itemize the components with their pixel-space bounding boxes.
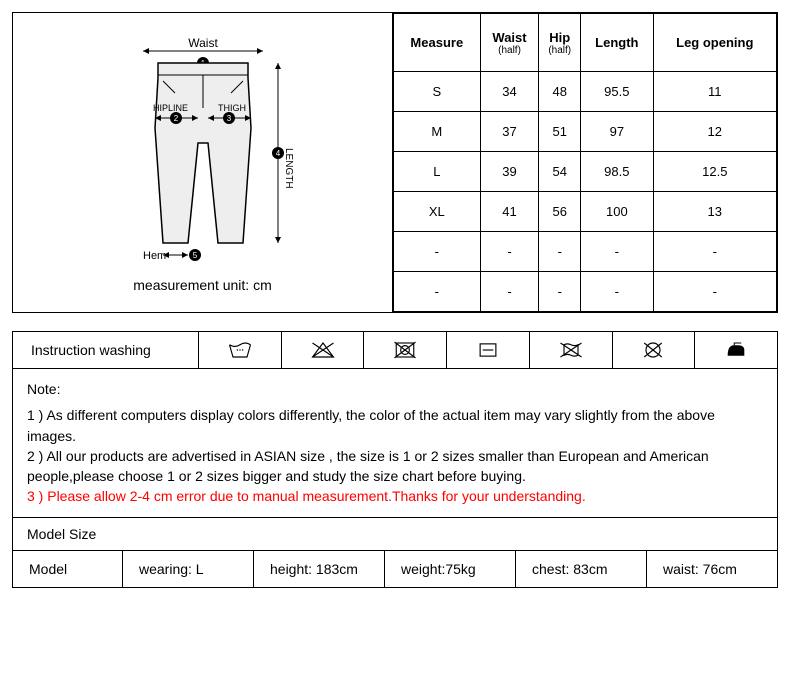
no-wring-icon: [529, 332, 612, 368]
model-row: Model wearing: L height: 183cm weight:75…: [13, 551, 777, 587]
size-table: Measure Waist(half) Hip(half) Length Leg…: [393, 13, 777, 312]
wash-icon: [198, 332, 281, 368]
model-cell-height: height: 183cm: [254, 551, 385, 587]
note-title: Note:: [27, 379, 763, 399]
note-line-1: 1 ) As different computers display color…: [27, 405, 763, 446]
no-dryclean-icon: [612, 332, 695, 368]
model-cell-chest: chest: 83cm: [516, 551, 647, 587]
washing-row: Instruction washing: [13, 332, 777, 369]
washing-icons: [198, 332, 777, 368]
model-cell-weight: weight:75kg: [385, 551, 516, 587]
table-row: L 39 54 98.5 12.5: [394, 152, 777, 192]
hem-label: Hem: [143, 250, 166, 262]
no-tumble-icon: [363, 332, 446, 368]
size-table-header-row: Measure Waist(half) Hip(half) Length Leg…: [394, 14, 777, 72]
svg-text:5: 5: [192, 251, 197, 260]
col-hip: Hip(half): [539, 14, 581, 72]
size-table-body: S 34 48 95.5 11 M 37 51 97 12 L 39 54 98…: [394, 72, 777, 312]
svg-text:3: 3: [226, 114, 231, 123]
pants-diagram: Waist 1 2 HIPLINE 3 THIGH: [83, 33, 323, 273]
table-row: XL 41 56 100 13: [394, 192, 777, 232]
model-cell-wearing: wearing: L: [123, 551, 254, 587]
col-waist: Waist(half): [480, 14, 539, 72]
note-line-3: 3 ) Please allow 2-4 cm error due to man…: [27, 486, 763, 506]
table-row: S 34 48 95.5 11: [394, 72, 777, 112]
svg-text:4: 4: [275, 149, 280, 158]
washing-label: Instruction washing: [13, 332, 198, 368]
pants-diagram-cell: Waist 1 2 HIPLINE 3 THIGH: [13, 13, 393, 312]
note-line-2: 2 ) All our products are advertised in A…: [27, 446, 763, 487]
measurement-unit-label: measurement unit: cm: [133, 277, 272, 293]
no-bleach-icon: [281, 332, 364, 368]
dry-flat-icon: [446, 332, 529, 368]
model-cell-label: Model: [13, 551, 123, 587]
waist-label: Waist: [188, 36, 218, 50]
iron-icon: [694, 332, 777, 368]
col-length: Length: [581, 14, 653, 72]
table-row: M 37 51 97 12: [394, 112, 777, 152]
col-leg-opening: Leg opening: [653, 14, 776, 72]
bottom-section: Instruction washing: [12, 331, 778, 588]
model-size-label: Model Size: [13, 518, 777, 551]
top-section: Waist 1 2 HIPLINE 3 THIGH: [12, 12, 778, 313]
model-cell-waist: waist: 76cm: [647, 551, 777, 587]
table-row: - - - - -: [394, 272, 777, 312]
table-row: - - - - -: [394, 232, 777, 272]
col-measure: Measure: [394, 14, 481, 72]
hipline-label: HIPLINE: [153, 103, 188, 113]
thigh-label: THIGH: [218, 103, 246, 113]
notes-block: Note: 1 ) As different computers display…: [13, 369, 777, 518]
svg-text:2: 2: [173, 114, 178, 123]
length-label: LENGTH: [283, 148, 294, 189]
